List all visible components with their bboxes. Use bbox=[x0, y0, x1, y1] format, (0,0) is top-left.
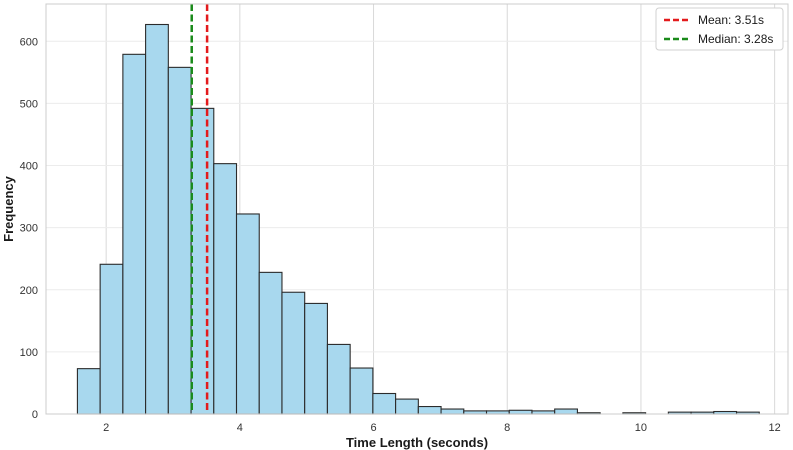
histogram-bar bbox=[417, 405, 442, 415]
histogram-bar bbox=[213, 163, 238, 415]
y-tick-label: 200 bbox=[20, 285, 38, 297]
x-tick-label: 10 bbox=[635, 422, 647, 434]
x-tick-label: 6 bbox=[370, 422, 376, 434]
histogram-bar bbox=[76, 368, 101, 415]
legend: Mean: 3.51s Median: 3.28s bbox=[655, 7, 784, 51]
y-tick-label: 500 bbox=[20, 98, 38, 110]
y-tick-label: 0 bbox=[32, 409, 38, 421]
y-tick-label: 300 bbox=[20, 223, 38, 235]
histogram-bar bbox=[395, 398, 419, 415]
plot-frame bbox=[45, 3, 789, 415]
histogram-bar bbox=[190, 107, 215, 415]
histogram-bar bbox=[326, 343, 351, 415]
histogram-bar bbox=[372, 392, 397, 415]
x-ticks-layer: 2 4 6 8 10 12 bbox=[103, 422, 781, 434]
y-axis-label: Frequency bbox=[1, 175, 16, 242]
histogram-bar bbox=[304, 302, 328, 415]
histogram-bar bbox=[167, 66, 192, 415]
x-tick-label: 12 bbox=[769, 422, 781, 434]
y-ticks-layer: 0 100 200 300 400 500 600 bbox=[20, 36, 38, 421]
x-tick-label: 2 bbox=[103, 422, 109, 434]
histogram-bar bbox=[235, 213, 260, 415]
y-tick-label: 100 bbox=[20, 347, 38, 359]
histogram-bar bbox=[99, 263, 124, 415]
bars-layer bbox=[76, 23, 760, 415]
histogram-bar bbox=[122, 53, 147, 415]
x-tick-label: 8 bbox=[504, 422, 510, 434]
histogram-bar bbox=[258, 271, 283, 415]
reference-lines-layer bbox=[190, 4, 209, 414]
histogram-bar bbox=[440, 408, 465, 415]
legend-label-median: Median: 3.28s bbox=[698, 32, 773, 46]
histogram-bar bbox=[554, 408, 578, 415]
histogram-bar bbox=[145, 23, 169, 415]
histogram-bar bbox=[281, 291, 306, 415]
legend-label-mean: Mean: 3.51s bbox=[698, 13, 764, 27]
x-axis-label: Time Length (seconds) bbox=[346, 435, 488, 450]
histogram-bar bbox=[508, 409, 533, 415]
y-tick-label: 400 bbox=[20, 161, 38, 173]
histogram-bar bbox=[349, 367, 374, 415]
y-tick-label: 600 bbox=[20, 36, 38, 48]
x-tick-label: 4 bbox=[237, 422, 243, 434]
